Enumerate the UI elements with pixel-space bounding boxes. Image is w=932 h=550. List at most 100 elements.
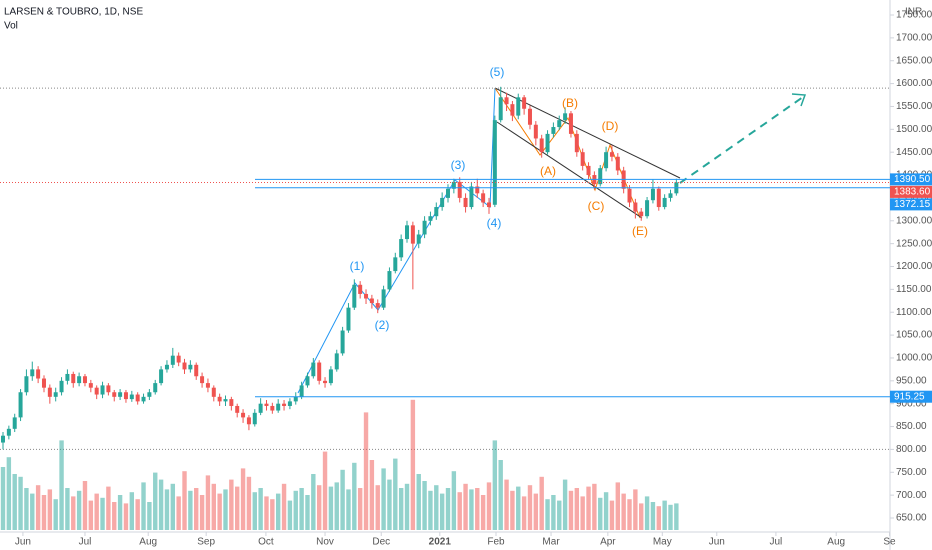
candle-body xyxy=(369,298,374,304)
candle-body xyxy=(627,188,632,203)
candle-body xyxy=(352,284,357,308)
candle-body xyxy=(516,97,521,116)
volume-bar xyxy=(398,488,404,530)
volume-bar xyxy=(410,399,416,530)
wave-label: (C) xyxy=(588,199,605,213)
volume-bar xyxy=(662,500,667,530)
candle-body xyxy=(381,289,386,308)
volume-bar xyxy=(644,496,650,530)
candle-body xyxy=(475,186,480,194)
volume-bar xyxy=(223,489,228,530)
wave-label: (2) xyxy=(375,318,390,332)
candle-body xyxy=(580,152,585,166)
candle-body xyxy=(504,97,509,105)
candle-body xyxy=(416,234,421,244)
wave-label: (A) xyxy=(540,164,556,178)
y-tick-label: 850.00 xyxy=(896,421,927,432)
candle-body xyxy=(112,392,117,397)
y-tick-label: 650.00 xyxy=(896,513,927,524)
y-tick-label: 1550.00 xyxy=(896,101,932,112)
volume-bar xyxy=(416,474,421,530)
volume-bar xyxy=(316,485,322,530)
y-tick-label: 750.00 xyxy=(896,467,927,478)
volume-bar xyxy=(598,497,603,530)
candle-body xyxy=(282,403,287,406)
candle-body xyxy=(65,373,70,381)
projection xyxy=(679,96,804,184)
volume-bar xyxy=(270,499,275,530)
candle-body xyxy=(311,362,316,377)
candle-body xyxy=(609,152,614,157)
volume-bar xyxy=(393,458,398,530)
x-tick-label: Jul xyxy=(769,537,782,548)
volume-bar xyxy=(516,486,521,530)
candle-body xyxy=(270,405,275,411)
volume-bar xyxy=(340,469,345,530)
volume-bar xyxy=(434,485,439,530)
candle-body xyxy=(492,120,497,205)
candle-body xyxy=(305,376,310,386)
candle-body xyxy=(405,225,410,240)
volume-bar xyxy=(545,499,550,530)
candle-body xyxy=(633,202,638,212)
candle-body xyxy=(410,225,415,244)
x-tick-label: Oct xyxy=(258,537,274,548)
volume-bar xyxy=(463,483,468,530)
volume-bar xyxy=(357,488,363,530)
x-tick-label: Apr xyxy=(600,537,616,548)
x-tick-label: Aug xyxy=(827,537,845,548)
candle-body xyxy=(639,211,644,217)
candle-body xyxy=(563,113,568,121)
volume-bar xyxy=(422,481,427,530)
volume-bar xyxy=(53,499,58,530)
volume-bar xyxy=(88,500,94,530)
candle-body xyxy=(375,303,380,308)
candle-body xyxy=(299,385,304,397)
candle-body xyxy=(615,156,620,171)
candle-body xyxy=(387,271,392,290)
candle-body xyxy=(264,403,269,406)
candle-body xyxy=(574,133,579,153)
impulse-wave xyxy=(297,87,496,394)
volume-bar xyxy=(100,497,105,530)
volume-bar xyxy=(557,500,562,530)
candle-body xyxy=(317,362,322,381)
price-label-box xyxy=(890,173,932,186)
wave-label: (3) xyxy=(451,158,466,172)
x-tick-label: Jul xyxy=(79,537,92,548)
volume-bar xyxy=(30,493,35,530)
y-tick-label: 700.00 xyxy=(896,490,927,501)
candle-body xyxy=(36,369,41,379)
volume-bar xyxy=(182,471,187,530)
volume-bar xyxy=(135,499,140,530)
candle-body xyxy=(170,355,175,365)
candle-body xyxy=(276,403,281,411)
candle-body xyxy=(457,181,462,198)
candle-body xyxy=(59,380,64,393)
volume-bar xyxy=(229,479,234,530)
volume-bar xyxy=(580,496,585,530)
candle-body xyxy=(662,197,667,208)
volume-bar xyxy=(621,493,626,530)
candle-body xyxy=(650,188,655,201)
candle-body xyxy=(41,378,46,388)
volume-bar xyxy=(387,479,392,530)
candle-body xyxy=(551,127,556,134)
price-label-box xyxy=(890,198,932,211)
candle-body xyxy=(176,355,181,363)
candle-body xyxy=(18,392,23,418)
candle-body xyxy=(668,193,673,198)
candle-body xyxy=(598,168,603,185)
y-tick-label: 1500.00 xyxy=(896,124,932,135)
candle-body xyxy=(223,399,228,402)
candle-body xyxy=(323,380,328,384)
volume-bar xyxy=(627,499,632,530)
volume-bar xyxy=(527,485,533,530)
volume-bar xyxy=(47,489,53,530)
volume-bar xyxy=(235,486,240,530)
volume-bar xyxy=(639,503,644,530)
volume-bar xyxy=(539,476,544,530)
candle-body xyxy=(527,108,532,125)
candle-body xyxy=(399,239,404,258)
volume-bar xyxy=(650,502,656,530)
